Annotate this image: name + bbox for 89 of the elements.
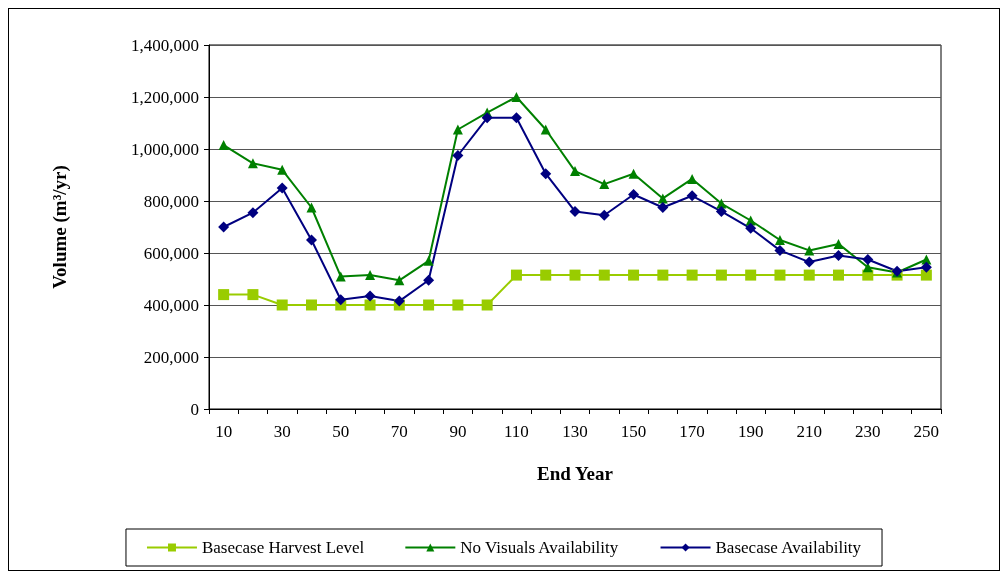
point xyxy=(247,289,259,301)
x-tick-label: 150 xyxy=(620,422,647,441)
x-tick-label: 210 xyxy=(796,422,822,441)
y-tick-label: 1,200,000 xyxy=(131,87,199,107)
point xyxy=(510,269,522,281)
point xyxy=(305,234,317,246)
point xyxy=(599,179,610,190)
x-tick-label: 110 xyxy=(504,422,529,441)
point xyxy=(277,164,288,175)
point xyxy=(657,202,669,213)
x-tick-label: 70 xyxy=(390,422,408,441)
point xyxy=(598,209,610,221)
y-tick-label: 200,000 xyxy=(143,347,199,367)
x-tick-label: 170 xyxy=(679,422,705,441)
legend-label: Basecase Harvest Level xyxy=(201,538,365,557)
point xyxy=(569,269,581,281)
point xyxy=(247,207,259,219)
y-tick-label: 0 xyxy=(190,399,199,419)
x-tick-label: 90 xyxy=(449,422,467,441)
y-tick-label: 400,000 xyxy=(143,295,199,315)
point xyxy=(803,269,815,281)
point xyxy=(335,294,347,306)
x-tick-label: 190 xyxy=(737,422,764,441)
point xyxy=(510,112,522,124)
point xyxy=(423,274,435,286)
point xyxy=(598,269,610,281)
legend-label: Basecase Availability xyxy=(715,538,862,557)
x-tick-label: 50 xyxy=(332,422,350,441)
point xyxy=(481,112,493,124)
point xyxy=(804,245,815,256)
point xyxy=(276,182,288,194)
point xyxy=(686,190,698,202)
point xyxy=(452,150,464,161)
point xyxy=(511,92,522,102)
point xyxy=(774,244,786,256)
point xyxy=(774,269,786,281)
point xyxy=(745,222,757,234)
point xyxy=(862,254,874,265)
x-tick-label: 130 xyxy=(562,422,588,441)
x-tick-label: 30 xyxy=(273,422,291,441)
point xyxy=(569,205,581,217)
point xyxy=(920,261,932,273)
point xyxy=(364,290,376,302)
point xyxy=(920,269,932,281)
point xyxy=(365,270,376,281)
point xyxy=(715,269,727,281)
x-tick-label: 230 xyxy=(855,422,881,441)
point xyxy=(218,140,229,151)
point xyxy=(628,189,640,200)
legend-label: No Visuals Availability xyxy=(460,538,619,557)
point xyxy=(628,269,640,281)
point xyxy=(657,269,669,281)
point xyxy=(276,299,288,311)
y-axis-title: Volume (m³/yr) xyxy=(49,165,71,289)
point xyxy=(335,271,346,282)
y-tick-label: 1,000,000 xyxy=(131,139,199,159)
point xyxy=(540,269,552,281)
point xyxy=(452,299,464,311)
y-tick-label: 600,000 xyxy=(143,243,199,263)
point xyxy=(745,269,757,281)
x-tick-label: 10 xyxy=(215,422,233,441)
point xyxy=(628,168,639,179)
point xyxy=(394,275,405,286)
point xyxy=(306,202,317,213)
point xyxy=(833,250,845,262)
point xyxy=(481,299,493,311)
y-tick-label: 800,000 xyxy=(143,191,199,211)
point xyxy=(247,158,258,169)
point xyxy=(803,256,815,268)
y-tick-label: 1,400,000 xyxy=(131,35,199,55)
x-axis-title: End Year xyxy=(537,463,614,484)
point xyxy=(687,173,698,184)
point xyxy=(218,221,230,233)
point xyxy=(540,168,552,180)
point xyxy=(570,166,580,177)
point xyxy=(423,255,434,266)
point xyxy=(452,124,463,135)
point xyxy=(423,299,435,311)
point xyxy=(305,299,317,311)
point xyxy=(364,299,376,311)
point xyxy=(833,238,844,249)
point xyxy=(774,235,785,245)
point xyxy=(393,295,405,307)
point xyxy=(686,269,698,281)
point xyxy=(540,124,551,135)
point xyxy=(715,205,727,217)
point xyxy=(218,289,230,301)
x-tick-label: 250 xyxy=(913,422,940,441)
point xyxy=(833,269,845,281)
